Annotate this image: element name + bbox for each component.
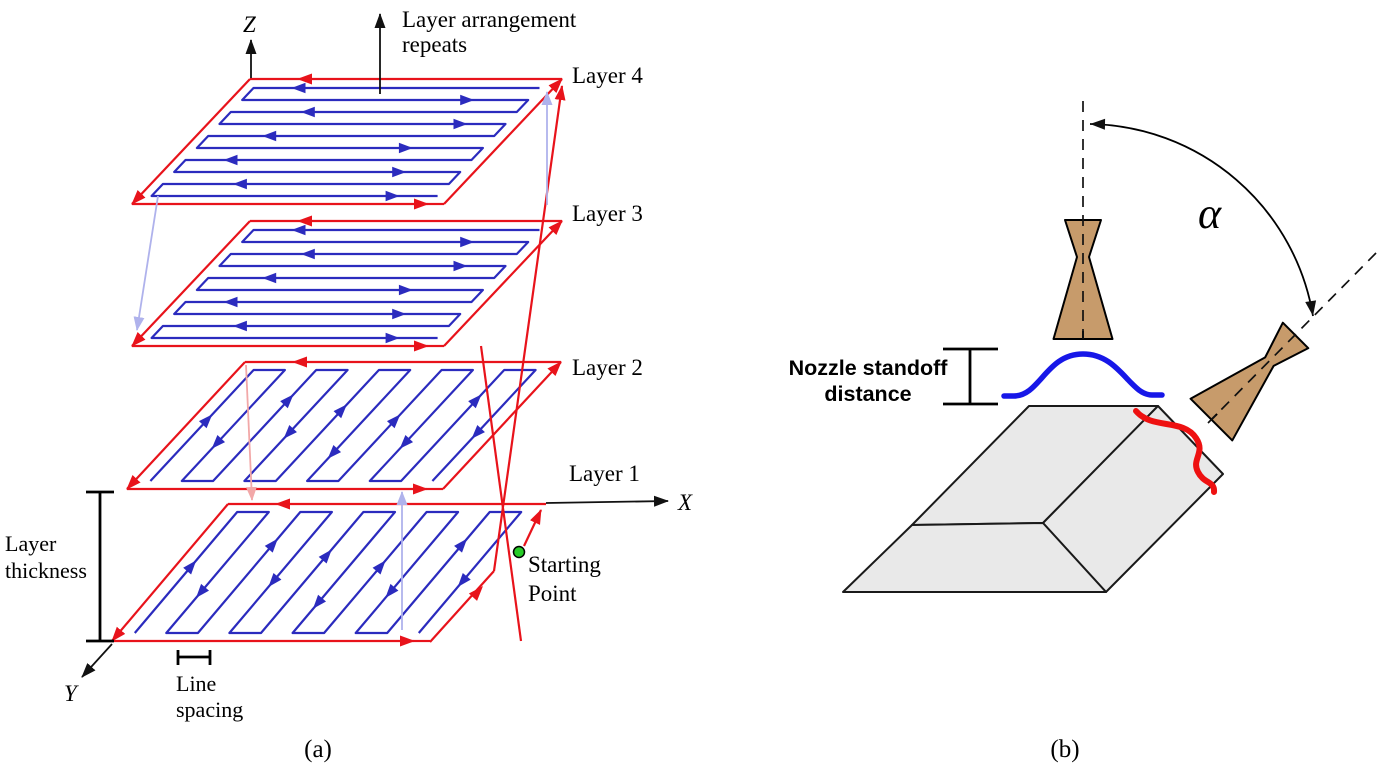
raster-arrowhead bbox=[223, 154, 238, 166]
layer-3-plane bbox=[131, 215, 563, 352]
panel-a: Z X Y Layer arrangement repeats Layer 4 … bbox=[5, 7, 693, 763]
raster-path bbox=[150, 228, 540, 340]
raster-arrowhead bbox=[398, 142, 413, 154]
layer-transition-lines bbox=[133, 85, 566, 643]
transition-line bbox=[479, 345, 523, 642]
angle-alpha-label: α bbox=[1198, 189, 1222, 238]
layer-3-label: Layer 3 bbox=[572, 201, 643, 226]
standoff-label-line1: Nozzle standoff bbox=[789, 356, 949, 380]
tilted-axis-dashed bbox=[1207, 250, 1379, 424]
raster-arrowhead bbox=[399, 435, 414, 449]
substrate bbox=[842, 405, 1224, 593]
line-spacing-bracket bbox=[176, 650, 212, 665]
raster-arrowhead bbox=[262, 272, 277, 284]
layer-4-plane bbox=[131, 73, 563, 210]
raster-arrowhead bbox=[327, 445, 342, 459]
raster-arrowhead bbox=[264, 538, 278, 553]
raster-arrowhead bbox=[454, 538, 468, 553]
raster-arrowhead bbox=[453, 260, 468, 272]
layer-2-plane bbox=[126, 356, 562, 495]
line-spacing-label-line1: Line bbox=[176, 671, 216, 696]
raster-arrowhead bbox=[460, 236, 475, 248]
repeat-note-line1: Layer arrangement bbox=[402, 7, 577, 32]
raster-arrowhead bbox=[268, 572, 282, 587]
repeat-note-line2: repeats bbox=[402, 32, 467, 57]
deposit-track-red bbox=[1133, 408, 1217, 495]
y-axis-label: Y bbox=[64, 681, 79, 706]
layer-2-label: Layer 2 bbox=[572, 355, 643, 380]
raster-arrowhead bbox=[280, 394, 294, 409]
caption-a: (a) bbox=[304, 736, 332, 763]
layer-thickness-label-line1: Layer bbox=[5, 531, 57, 556]
raster-arrowhead bbox=[398, 284, 413, 296]
raster-arrowhead bbox=[385, 332, 400, 344]
transition-arrowhead bbox=[468, 586, 483, 601]
start-arrow bbox=[523, 509, 542, 547]
panel-b: α Nozzle standoff distance (b) bbox=[789, 101, 1379, 763]
arc-arrowhead bbox=[1305, 300, 1317, 316]
raster-arrowhead bbox=[471, 425, 485, 439]
raster-arrowhead bbox=[291, 224, 306, 236]
raster-arrowhead bbox=[196, 583, 210, 598]
raster-arrowhead bbox=[460, 94, 475, 106]
y-axis-arrow bbox=[81, 643, 113, 678]
raster-arrowhead bbox=[385, 583, 399, 598]
caption-b: (b) bbox=[1050, 736, 1079, 763]
raster-arrowhead bbox=[372, 560, 386, 575]
layer-thickness-bracket bbox=[86, 490, 114, 643]
raster-arrowhead bbox=[262, 130, 277, 142]
standoff-bracket bbox=[943, 347, 998, 406]
raster-path bbox=[133, 510, 523, 635]
raster-arrowhead bbox=[283, 425, 297, 439]
z-step-arrow bbox=[133, 195, 159, 331]
raster-arrowhead bbox=[392, 308, 407, 320]
raster-arrowhead bbox=[198, 414, 213, 429]
raster-arrowhead bbox=[232, 178, 247, 190]
raster-arrowhead bbox=[313, 594, 327, 609]
layer-4-label: Layer 4 bbox=[572, 63, 643, 88]
z-step-arrow-pink bbox=[245, 364, 257, 501]
layer-1-plane bbox=[111, 498, 546, 647]
raster-arrowhead bbox=[392, 166, 407, 178]
x-axis-label: X bbox=[677, 490, 693, 515]
arc-arrowhead bbox=[1090, 118, 1106, 130]
transition-line bbox=[429, 570, 495, 643]
raster-arrowhead bbox=[386, 414, 401, 429]
raster-arrowhead bbox=[318, 549, 332, 564]
raster-arrowhead bbox=[232, 320, 247, 332]
z-axis-label: Z bbox=[243, 12, 256, 37]
raster-arrowhead bbox=[223, 296, 238, 308]
raster-path bbox=[150, 86, 540, 198]
raster-arrowhead bbox=[211, 435, 226, 449]
raster-arrowhead bbox=[457, 572, 471, 587]
raster-path bbox=[149, 368, 537, 483]
layer-thickness-label-line2: thickness bbox=[5, 558, 87, 583]
line-spacing-label-line2: spacing bbox=[176, 697, 243, 722]
raster-arrowhead bbox=[183, 560, 197, 575]
deposit-profile-blue bbox=[1001, 351, 1165, 399]
starting-point-label-line2: Point bbox=[528, 581, 577, 606]
raster-arrowhead bbox=[300, 248, 315, 260]
standoff-label-line2: distance bbox=[824, 382, 911, 406]
starting-point-dot bbox=[512, 545, 526, 559]
x-axis-arrow bbox=[545, 495, 669, 507]
layer-1-label: Layer 1 bbox=[569, 461, 640, 486]
raster-arrowhead bbox=[468, 394, 482, 409]
starting-point-label-line1: Starting bbox=[528, 552, 601, 577]
transition-line bbox=[492, 85, 566, 572]
raster-arrowhead bbox=[453, 118, 468, 130]
raster-arrowhead bbox=[385, 190, 400, 202]
angle-arc bbox=[1089, 123, 1314, 317]
raster-arrowhead bbox=[291, 82, 306, 94]
raster-arrowhead bbox=[333, 404, 347, 419]
raster-arrowhead bbox=[300, 106, 315, 118]
